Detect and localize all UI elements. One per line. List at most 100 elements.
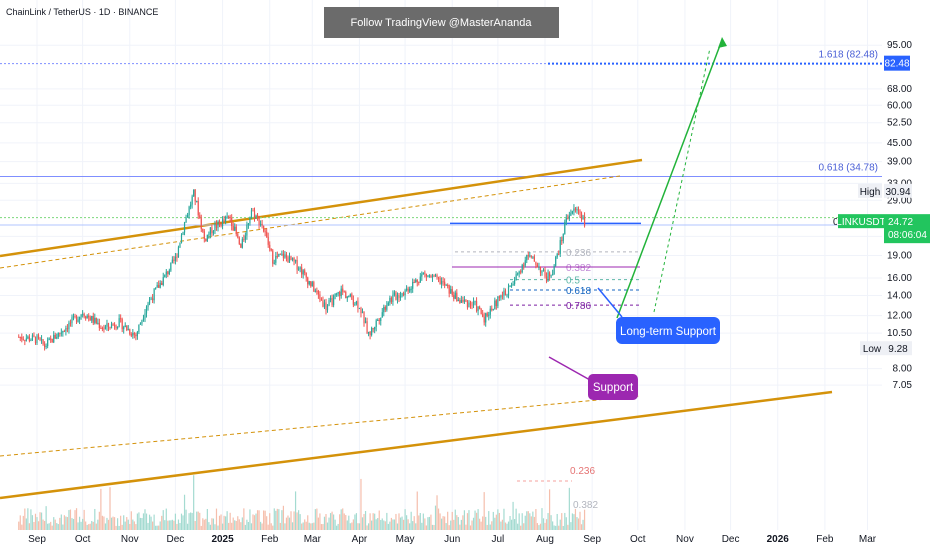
candle-body [214, 224, 216, 231]
volume-bar [136, 513, 138, 530]
candle-body [378, 319, 380, 321]
volume-bar [77, 522, 79, 530]
volume-bar [50, 521, 52, 530]
volume-bar [123, 515, 125, 530]
candle-body [459, 299, 461, 303]
candle-body [275, 256, 277, 263]
candle-body [399, 296, 402, 298]
volume-bar [410, 511, 412, 530]
y-tick-label: 39.00 [887, 157, 912, 168]
candle-body [302, 270, 304, 275]
volume-bar [209, 524, 211, 530]
candle-body [565, 217, 567, 222]
candlesticks [18, 189, 586, 351]
candle-body [240, 243, 242, 248]
candle-body [97, 322, 99, 324]
volume-bar [310, 523, 312, 530]
candle-body [436, 275, 438, 278]
candle-body [402, 293, 405, 296]
volume-bar [526, 511, 528, 530]
volume-bar [533, 516, 535, 530]
y-tick-label: 16.00 [887, 273, 912, 284]
volume-bar [234, 520, 236, 530]
volume-bar [378, 510, 380, 530]
candle-body [139, 323, 142, 325]
candle-body [220, 223, 222, 227]
candle-body [398, 294, 400, 298]
candle-body [409, 288, 411, 292]
candle-body [512, 283, 514, 286]
candle-body [249, 218, 251, 224]
candle-body [202, 228, 204, 232]
candle-body [366, 321, 368, 334]
volume-bar [117, 518, 119, 530]
volume-bar [255, 513, 257, 530]
volume-bar [269, 513, 271, 530]
volume-bar [307, 515, 309, 530]
candle-body [252, 210, 254, 212]
volume-bar [31, 515, 34, 530]
volume-bar [253, 515, 256, 530]
volume-bar [139, 517, 142, 530]
candle-body [71, 317, 73, 324]
candle-body [294, 259, 297, 262]
long-term-support-box [616, 317, 720, 344]
candle-body [440, 281, 443, 285]
volume-bar [232, 517, 234, 530]
candle-body [305, 272, 307, 278]
candle-body [159, 282, 161, 288]
candle-body [479, 306, 481, 309]
candle-body [442, 281, 444, 283]
candle-body [500, 295, 502, 298]
volume-bar [51, 525, 53, 530]
volume-bar [342, 508, 344, 530]
candle-body [571, 211, 574, 214]
candle-body [319, 294, 321, 300]
volume-bar [296, 512, 298, 530]
volume-bar [156, 525, 158, 530]
volume-bar [249, 509, 251, 530]
volume-bar [389, 521, 391, 530]
candle-body [445, 285, 447, 287]
candle-body [556, 253, 558, 258]
candle-body [135, 334, 137, 337]
candle-body [229, 216, 231, 218]
candle-body [45, 346, 47, 348]
volume-bar [235, 520, 237, 530]
volume-bar [129, 523, 131, 530]
volume-bar [48, 523, 50, 530]
fib-extension-label: 0.618 (34.78) [819, 163, 879, 174]
candle-body [433, 275, 435, 277]
candle-body [223, 219, 225, 221]
candle-body [497, 296, 499, 307]
candle-body [339, 292, 341, 297]
candle-body [86, 315, 88, 319]
candle-body [253, 210, 256, 218]
volume-bar [225, 516, 227, 530]
volume-bar [501, 519, 504, 530]
volume-bar [495, 514, 497, 530]
candle-body [444, 281, 446, 286]
candle-body [54, 334, 56, 339]
volume-bar [375, 519, 377, 530]
candle-body [28, 336, 30, 341]
volume-bar [418, 515, 420, 530]
fib-retracement-levels: 0.236 0.382 0.50.618 0.786 [0, 217, 882, 312]
candle-body [503, 290, 505, 296]
volume-bar [567, 524, 569, 530]
volume-bar [270, 523, 272, 530]
volume-bar [381, 518, 383, 530]
volume-bar [150, 516, 152, 530]
candle-body [228, 216, 230, 218]
volume-bar [573, 514, 575, 530]
candle-body [387, 302, 389, 306]
volume-bar [299, 514, 301, 530]
volume-bar [386, 512, 388, 530]
candle-body [553, 265, 555, 275]
candle-body [386, 305, 388, 310]
volume-bar [279, 522, 281, 530]
candle-body [215, 224, 218, 228]
candle-body [521, 264, 523, 273]
volume-bar [220, 514, 222, 530]
